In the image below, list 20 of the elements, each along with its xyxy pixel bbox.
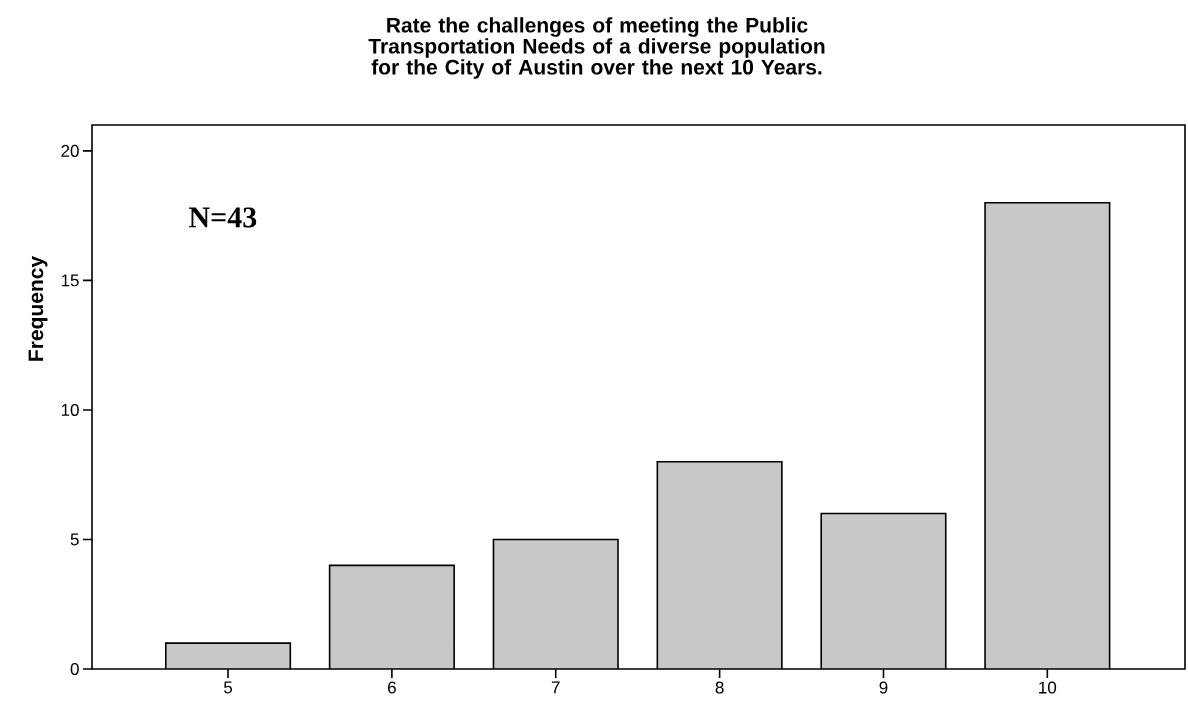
y-tick-label: 20	[61, 144, 79, 157]
x-tick-label: 8	[715, 681, 724, 694]
chart-title: Rate the challenges of meeting the Public Transportation Needs of a diverse population for the City of Austin over the next 10 Years.	[368, 17, 825, 79]
x-tick-label: 6	[388, 681, 396, 694]
x-tick-label: 5	[223, 681, 233, 694]
bar	[165, 643, 291, 669]
y-tick-label: 15	[61, 274, 79, 287]
x-tick-label: 10	[1039, 681, 1057, 694]
x-tick-label: 9	[879, 681, 888, 694]
y-tick-label: 5	[70, 533, 79, 546]
y-axis-title: Frequency	[28, 256, 48, 361]
x-tick-label: 7	[551, 681, 560, 694]
bar	[821, 513, 946, 669]
annotation: N=43	[189, 207, 257, 228]
bar	[329, 565, 455, 669]
bar	[493, 539, 619, 669]
y-tick-label: 0	[70, 662, 79, 676]
bar	[657, 461, 782, 669]
bar	[984, 201, 1111, 669]
y-tick-label: 10	[61, 403, 79, 416]
